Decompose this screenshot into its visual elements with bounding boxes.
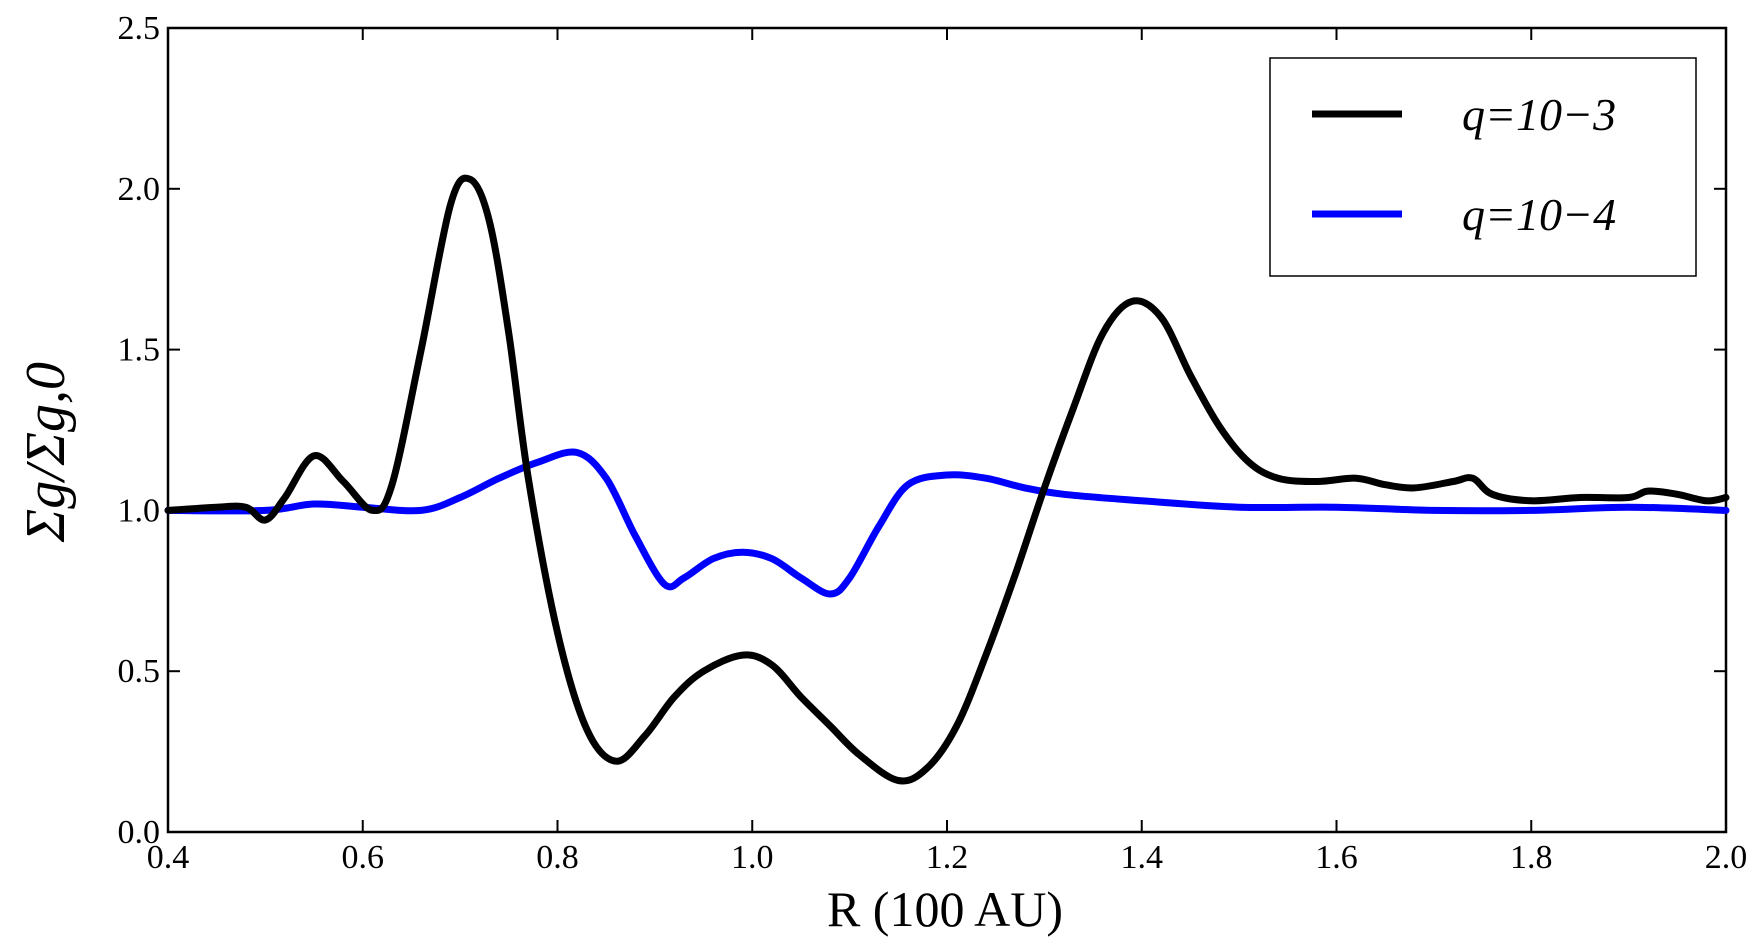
legend-label-0: q=10−3: [1462, 89, 1616, 140]
y-tick-label: 1.5: [118, 332, 161, 369]
x-tick-label: 1.2: [926, 839, 969, 876]
x-tick-label: 0.4: [147, 839, 190, 876]
x-tick-label: 1.4: [1121, 839, 1164, 876]
legend: q=10−3 q=10−4: [1269, 57, 1697, 277]
x-tick-label: 2.0: [1705, 839, 1748, 876]
y-tick-label: 0.0: [118, 814, 161, 851]
x-tick-label: 1.6: [1315, 839, 1358, 876]
y-tick-label: 1.0: [118, 492, 161, 529]
series-line-0: [164, 174, 1730, 785]
y-tick-label: 2.0: [118, 171, 161, 208]
y-tick-label: 0.5: [118, 653, 161, 690]
y-axis-title: Σg/Σg,0: [15, 362, 77, 543]
legend-box: [1269, 57, 1697, 277]
legend-label-1: q=10−4: [1462, 189, 1616, 240]
x-tick-label: 1.0: [731, 839, 774, 876]
x-axis-title: R (100 AU): [827, 881, 1063, 937]
x-tick-label: 0.8: [536, 839, 579, 876]
series-lines: [164, 174, 1730, 785]
x-tick-label: 1.8: [1510, 839, 1553, 876]
x-tick-label: 0.6: [342, 839, 385, 876]
series-line-1: [164, 448, 1730, 598]
y-tick-label: 2.5: [118, 10, 161, 47]
tick-labels: 0.4 0.6 0.8 1.0 1.2 1.4 1.6 1.8 2.0 0.0 0.5 1.0 1.5 2…: [118, 10, 1748, 876]
